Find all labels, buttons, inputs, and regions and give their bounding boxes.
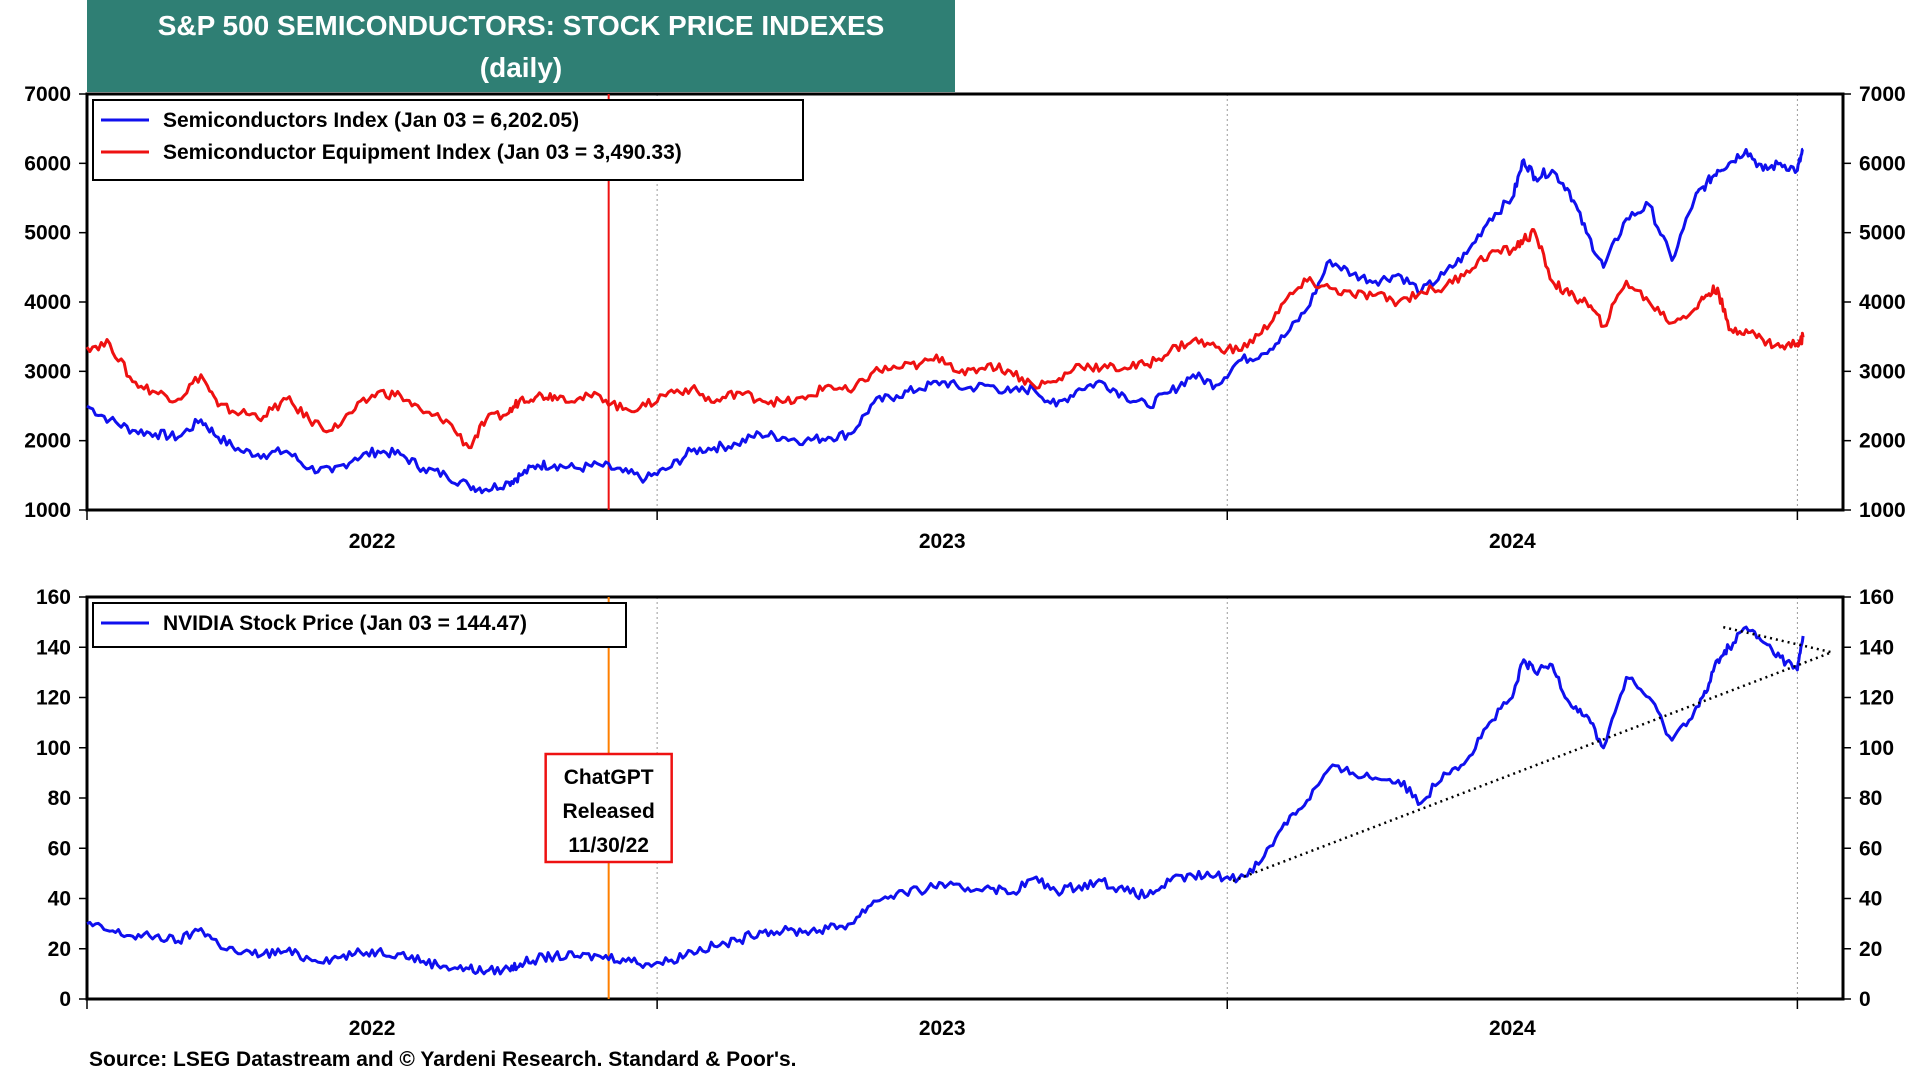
series-line-semi-equipment <box>85 228 1805 450</box>
y-tick-label-left: 20 <box>48 938 71 961</box>
x-tick-label: 2022 <box>349 530 396 553</box>
annotation-text: Released <box>563 800 655 823</box>
y-tick-label-right: 60 <box>1859 837 1882 860</box>
x-tick-label: 2023 <box>919 1017 966 1040</box>
y-tick-label-right: 5000 <box>1859 222 1906 245</box>
y-tick-label-left: 40 <box>48 888 71 911</box>
legend-box <box>92 602 627 648</box>
chart-panel-bottom: 0 0 20 20 40 40 60 60 80 80 100 100 120 120 140 140 160 1… <box>36 586 1894 1040</box>
y-tick-label-right: 3000 <box>1859 360 1906 383</box>
y-tick-label-left: 80 <box>48 787 71 810</box>
y-tick-label-right: 40 <box>1859 888 1882 911</box>
y-tick-label-right: 4000 <box>1859 291 1906 314</box>
y-tick-label-right: 2000 <box>1859 430 1906 453</box>
legend-label: Semiconductors Index (Jan 03 = 6,202.05) <box>163 109 579 132</box>
y-tick-label-left: 6000 <box>24 152 71 175</box>
y-tick-label-right: 100 <box>1859 737 1894 760</box>
chart-panel-top: 1000 1000 2000 2000 3000 3000 4000 4000 5000 5000… <box>24 83 1905 553</box>
y-tick-label-left: 7000 <box>24 83 71 106</box>
y-tick-label-left: 100 <box>36 737 71 760</box>
trend-line <box>1232 651 1833 883</box>
chatgpt-annotation: ChatGPT Released 11/30/22 <box>544 752 673 864</box>
x-tick-label: 2024 <box>1489 1017 1536 1040</box>
y-tick-label-left: 60 <box>48 837 71 860</box>
chart-title: S&P 500 SEMICONDUCTORS: STOCK PRICE INDE… <box>157 10 885 41</box>
legend-label: Semiconductor Equipment Index (Jan 03 = … <box>163 141 682 164</box>
legend-box <box>92 99 804 181</box>
series-line-nvidia <box>86 625 1805 976</box>
y-tick-label-left: 5000 <box>24 222 71 245</box>
y-tick-label-left: 4000 <box>24 291 71 314</box>
y-tick-label-left: 120 <box>36 687 71 710</box>
annotation-text: 11/30/22 <box>568 834 649 857</box>
plot-frame <box>85 595 1845 1001</box>
y-tick-label-left: 2000 <box>24 430 71 453</box>
y-tick-label-right: 120 <box>1859 687 1894 710</box>
y-tick-label-right: 6000 <box>1859 152 1906 175</box>
annotation-text: ChatGPT <box>564 766 654 789</box>
y-tick-label-left: 140 <box>36 636 71 659</box>
trend-line <box>1722 625 1832 654</box>
y-tick-label-right: 160 <box>1859 586 1894 609</box>
y-tick-label-right: 7000 <box>1859 83 1906 106</box>
source-note: Source: LSEG Datastream and © Yardeni Re… <box>89 1048 797 1071</box>
y-tick-label-right: 20 <box>1859 938 1882 961</box>
x-tick-label: 2022 <box>349 1017 396 1040</box>
y-tick-label-right: 80 <box>1859 787 1882 810</box>
y-tick-label-left: 160 <box>36 586 71 609</box>
x-tick-label: 2023 <box>919 530 966 553</box>
series-line-semiconductors <box>86 147 1804 495</box>
annotation-box <box>544 752 673 864</box>
x-tick-label: 2024 <box>1489 530 1536 553</box>
legend-label: NVIDIA Stock Price (Jan 03 = 144.47) <box>163 612 527 635</box>
y-tick-label-right: 0 <box>1859 988 1871 1011</box>
y-tick-label-left: 1000 <box>24 499 71 522</box>
y-tick-label-left: 0 <box>59 988 71 1011</box>
chart-title-box: S&P 500 SEMICONDUCTORS: STOCK PRICE INDE… <box>87 0 955 92</box>
y-tick-label-right: 140 <box>1859 636 1894 659</box>
y-tick-label-right: 1000 <box>1859 499 1906 522</box>
y-tick-label-left: 3000 <box>24 360 71 383</box>
chart-subtitle: (daily) <box>479 52 563 83</box>
